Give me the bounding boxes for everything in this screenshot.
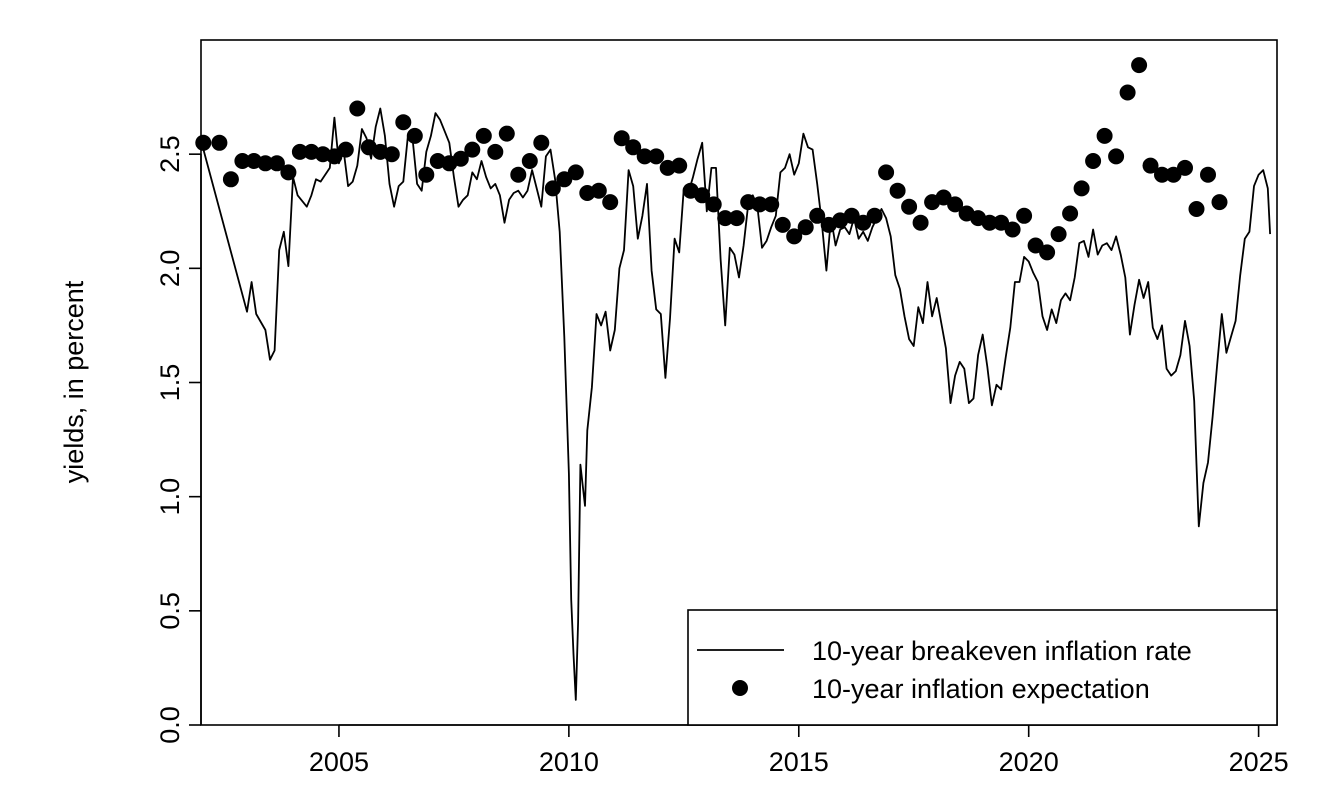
data-point-inflation-expectation <box>648 148 665 165</box>
data-point-inflation-expectation <box>556 171 573 188</box>
data-point-inflation-expectation <box>1085 153 1102 169</box>
data-point-inflation-expectation <box>912 214 929 231</box>
x-axis: 2005 2010 2015 2020 2025 <box>309 724 1289 777</box>
x-tick-label: 2025 <box>1229 747 1289 777</box>
data-point-inflation-expectation <box>1188 201 1205 217</box>
legend-point-swatch <box>732 680 748 696</box>
legend-label-expectation: 10-year inflation expectation <box>812 674 1150 704</box>
y-tick-label: 1.0 <box>155 478 185 516</box>
data-point-inflation-expectation <box>1177 159 1193 176</box>
data-point-inflation-expectation <box>337 141 354 158</box>
data-point-inflation-expectation <box>1211 194 1228 211</box>
data-point-inflation-expectation <box>222 171 239 188</box>
data-point-inflation-expectation <box>418 166 435 183</box>
data-point-inflation-expectation <box>809 207 826 224</box>
x-tick-label: 2010 <box>539 747 599 777</box>
data-point-inflation-expectation <box>268 155 285 172</box>
data-point-inflation-expectation <box>613 130 630 147</box>
data-point-inflation-expectation <box>544 180 561 197</box>
data-point-inflation-expectation <box>763 196 780 213</box>
data-point-inflation-expectation <box>349 100 366 117</box>
data-point-inflation-expectation <box>567 164 584 181</box>
data-point-inflation-expectation <box>291 143 308 160</box>
data-point-inflation-expectation <box>452 150 469 167</box>
series-layer <box>195 57 1271 701</box>
data-point-inflation-expectation <box>195 134 212 151</box>
data-point-inflation-expectation <box>487 143 504 160</box>
data-point-inflation-expectation <box>1016 207 1033 224</box>
data-point-inflation-expectation <box>1165 166 1182 183</box>
y-tick-label: 2.0 <box>155 250 185 288</box>
data-point-inflation-expectation <box>1142 157 1159 174</box>
data-point-inflation-expectation <box>694 187 711 204</box>
data-point-inflation-expectation <box>475 127 492 144</box>
data-point-inflation-expectation <box>947 196 964 213</box>
data-point-inflation-expectation <box>1004 221 1021 238</box>
data-point-inflation-expectation <box>636 148 653 165</box>
y-axis: 0.0 0.5 1.0 1.5 2.0 2.5 <box>155 135 202 744</box>
data-point-inflation-expectation <box>786 228 803 245</box>
data-point-inflation-expectation <box>1039 244 1056 261</box>
data-point-inflation-expectation <box>717 210 734 227</box>
data-point-inflation-expectation <box>1062 205 1079 222</box>
data-point-inflation-expectation <box>602 194 619 211</box>
data-point-inflation-expectation <box>705 196 722 213</box>
data-point-inflation-expectation <box>521 153 538 169</box>
y-tick-label: 1.5 <box>155 364 185 402</box>
data-point-inflation-expectation <box>533 134 550 151</box>
data-point-inflation-expectation <box>1096 127 1113 144</box>
data-point-inflation-expectation <box>843 207 860 224</box>
data-point-inflation-expectation <box>751 196 768 213</box>
data-point-inflation-expectation <box>1131 57 1148 74</box>
data-point-inflation-expectation <box>211 134 228 151</box>
x-tick-label: 2005 <box>309 747 369 777</box>
data-point-inflation-expectation <box>878 164 895 181</box>
data-point-inflation-expectation <box>257 155 274 172</box>
data-point-inflation-expectation <box>406 127 423 144</box>
y-axis-title: yields, in percent <box>59 280 89 483</box>
legend: 10-year breakeven inflation rate 10-year… <box>687 609 1278 726</box>
data-point-inflation-expectation <box>1119 84 1136 101</box>
data-point-inflation-expectation <box>510 166 527 183</box>
data-point-inflation-expectation <box>590 182 607 199</box>
data-point-inflation-expectation <box>395 114 412 131</box>
data-point-inflation-expectation <box>935 189 952 206</box>
data-point-inflation-expectation <box>901 198 918 215</box>
data-point-inflation-expectation <box>797 219 814 236</box>
data-point-inflation-expectation <box>774 216 791 233</box>
data-point-inflation-expectation <box>1108 148 1125 165</box>
y-tick-label: 2.5 <box>155 135 185 173</box>
legend-label-breakeven: 10-year breakeven inflation rate <box>812 636 1192 666</box>
data-point-inflation-expectation <box>1050 226 1067 243</box>
legend-box <box>687 609 1278 726</box>
data-point-inflation-expectation <box>1200 166 1216 183</box>
data-point-inflation-expectation <box>383 146 400 163</box>
data-point-inflation-expectation <box>981 214 998 231</box>
y-tick-label: 0.0 <box>155 706 185 744</box>
x-tick-label: 2015 <box>769 747 829 777</box>
data-point-inflation-expectation <box>728 210 745 227</box>
data-point-inflation-expectation <box>993 214 1010 231</box>
data-point-inflation-expectation <box>280 164 297 181</box>
data-point-inflation-expectation <box>234 153 251 169</box>
data-point-inflation-expectation <box>671 157 688 174</box>
data-point-inflation-expectation <box>625 139 642 156</box>
data-point-inflation-expectation <box>1154 166 1170 183</box>
data-point-inflation-expectation <box>1027 237 1044 254</box>
data-point-inflation-expectation <box>866 207 883 224</box>
data-point-inflation-expectation <box>889 182 906 199</box>
data-point-inflation-expectation <box>1073 180 1090 197</box>
data-point-inflation-expectation <box>464 141 481 158</box>
data-point-inflation-expectation <box>498 125 515 142</box>
y-tick-label: 0.5 <box>155 592 185 630</box>
x-tick-label: 2020 <box>999 747 1059 777</box>
